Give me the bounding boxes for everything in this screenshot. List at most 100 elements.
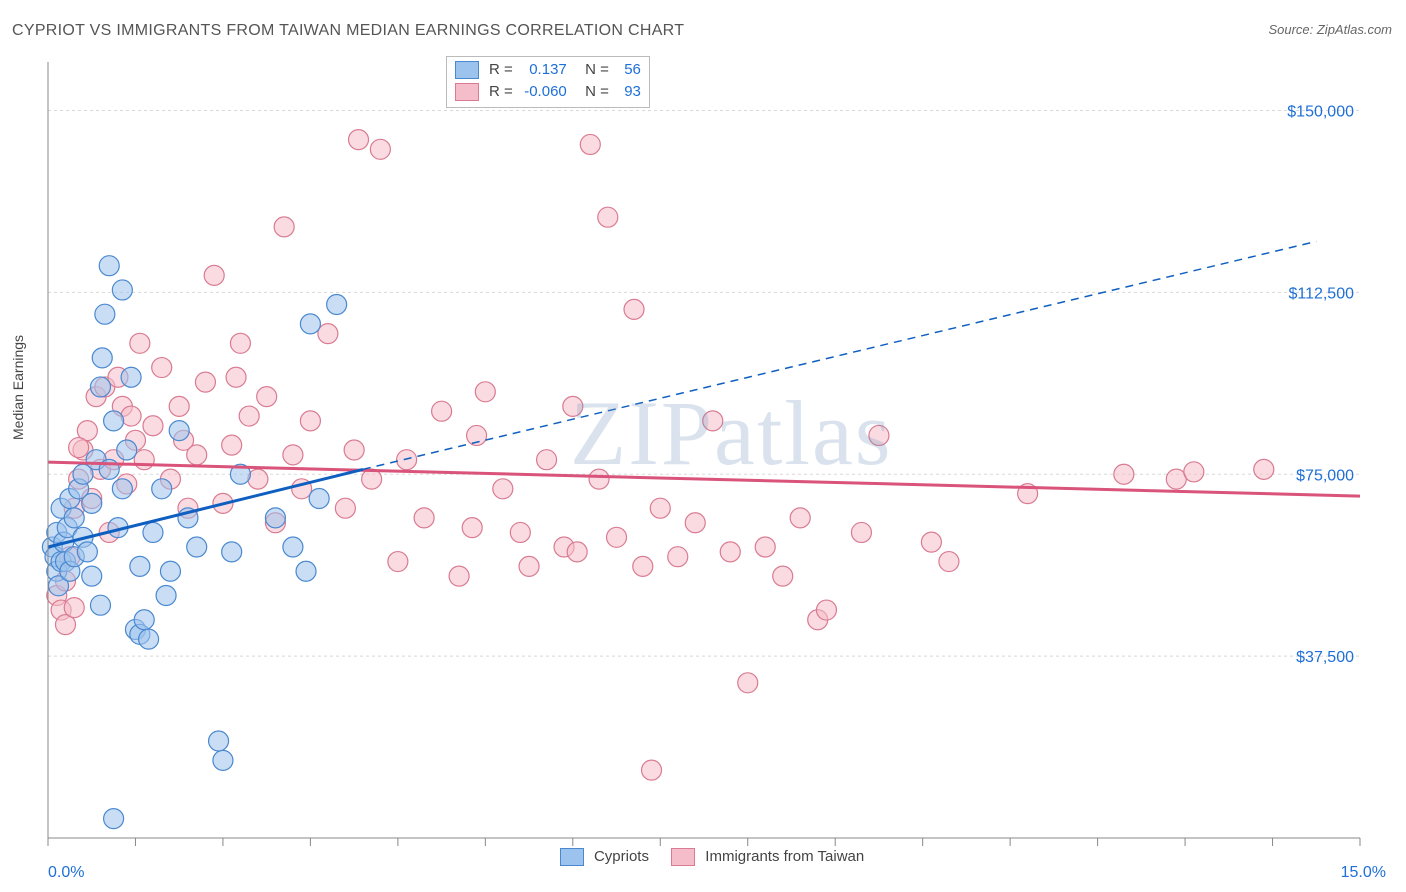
- data-point: [1184, 462, 1204, 482]
- r-label: R =: [489, 81, 513, 103]
- data-point: [720, 542, 740, 562]
- data-point: [121, 406, 141, 426]
- data-point: [738, 673, 758, 693]
- data-point: [703, 411, 723, 431]
- data-point: [475, 382, 495, 402]
- data-point: [130, 556, 150, 576]
- data-point: [318, 324, 338, 344]
- data-point: [790, 508, 810, 528]
- scatter-plot: $37,500$75,000$112,500$150,000: [40, 50, 1380, 860]
- r-value-blue: 0.137: [519, 59, 567, 81]
- data-point: [607, 527, 627, 547]
- data-point: [939, 552, 959, 572]
- data-point: [160, 561, 180, 581]
- source-label: Source: ZipAtlas.com: [1268, 22, 1392, 37]
- data-point: [414, 508, 434, 528]
- data-point: [283, 445, 303, 465]
- data-point: [432, 401, 452, 421]
- data-point: [134, 610, 154, 630]
- data-point: [493, 479, 513, 499]
- trendline-blue-dashed: [363, 241, 1316, 469]
- data-point: [143, 416, 163, 436]
- stats-legend: R = 0.137 N = 56 R = -0.060 N = 93: [446, 56, 650, 108]
- data-point: [169, 396, 189, 416]
- data-point: [869, 425, 889, 445]
- data-point: [519, 556, 539, 576]
- data-point: [112, 280, 132, 300]
- data-point: [64, 508, 84, 528]
- stats-row-pink: R = -0.060 N = 93: [455, 81, 641, 103]
- r-label: R =: [489, 59, 513, 81]
- data-point: [274, 217, 294, 237]
- data-point: [816, 600, 836, 620]
- swatch-blue: [455, 61, 479, 79]
- data-point: [90, 595, 110, 615]
- data-point: [598, 207, 618, 227]
- data-point: [222, 542, 242, 562]
- r-value-pink: -0.060: [519, 81, 567, 103]
- series-label-blue: Cypriots: [594, 848, 649, 865]
- swatch-pink: [455, 83, 479, 101]
- data-point: [327, 295, 347, 315]
- data-point: [156, 586, 176, 606]
- data-point: [169, 421, 189, 441]
- data-point: [650, 498, 670, 518]
- data-point: [95, 304, 115, 324]
- data-point: [117, 440, 137, 460]
- n-label: N =: [577, 59, 609, 81]
- data-point: [92, 348, 112, 368]
- series-label-pink: Immigrants from Taiwan: [705, 848, 864, 865]
- data-point: [537, 450, 557, 470]
- data-point: [130, 333, 150, 353]
- svg-text:$150,000: $150,000: [1287, 104, 1354, 121]
- data-point: [335, 498, 355, 518]
- data-point: [510, 522, 530, 542]
- swatch-blue: [560, 848, 584, 866]
- n-label: N =: [577, 81, 609, 103]
- data-point: [563, 396, 583, 416]
- data-point: [580, 134, 600, 154]
- data-point: [226, 367, 246, 387]
- x-min-label: 0.0%: [48, 864, 84, 882]
- data-point: [230, 333, 250, 353]
- svg-text:$37,500: $37,500: [1296, 649, 1354, 666]
- data-point: [213, 750, 233, 770]
- swatch-pink: [671, 848, 695, 866]
- data-point: [685, 513, 705, 533]
- svg-text:$75,000: $75,000: [1296, 467, 1354, 484]
- data-point: [642, 760, 662, 780]
- data-point: [209, 731, 229, 751]
- data-point: [349, 130, 369, 150]
- data-point: [112, 479, 132, 499]
- n-value-pink: 93: [615, 81, 641, 103]
- data-point: [82, 493, 102, 513]
- data-point: [1254, 459, 1274, 479]
- stats-row-blue: R = 0.137 N = 56: [455, 59, 641, 81]
- chart-container: CYPRIOT VS IMMIGRANTS FROM TAIWAN MEDIAN…: [0, 0, 1406, 892]
- series-legend: Cypriots Immigrants from Taiwan: [0, 848, 1406, 866]
- data-point: [851, 522, 871, 542]
- data-point: [755, 537, 775, 557]
- data-point: [567, 542, 587, 562]
- data-point: [265, 508, 285, 528]
- data-point: [344, 440, 364, 460]
- data-point: [121, 367, 141, 387]
- data-point: [90, 377, 110, 397]
- data-point: [296, 561, 316, 581]
- data-point: [633, 556, 653, 576]
- data-point: [449, 566, 469, 586]
- data-point: [300, 314, 320, 334]
- data-point: [309, 489, 329, 509]
- chart-title: CYPRIOT VS IMMIGRANTS FROM TAIWAN MEDIAN…: [12, 22, 684, 40]
- data-point: [134, 450, 154, 470]
- data-point: [462, 518, 482, 538]
- data-point: [104, 809, 124, 829]
- data-point: [82, 566, 102, 586]
- data-point: [187, 537, 207, 557]
- data-point: [589, 469, 609, 489]
- data-point: [773, 566, 793, 586]
- data-point: [99, 256, 119, 276]
- y-axis-label: Median Earnings: [10, 335, 26, 440]
- data-point: [239, 406, 259, 426]
- data-point: [624, 299, 644, 319]
